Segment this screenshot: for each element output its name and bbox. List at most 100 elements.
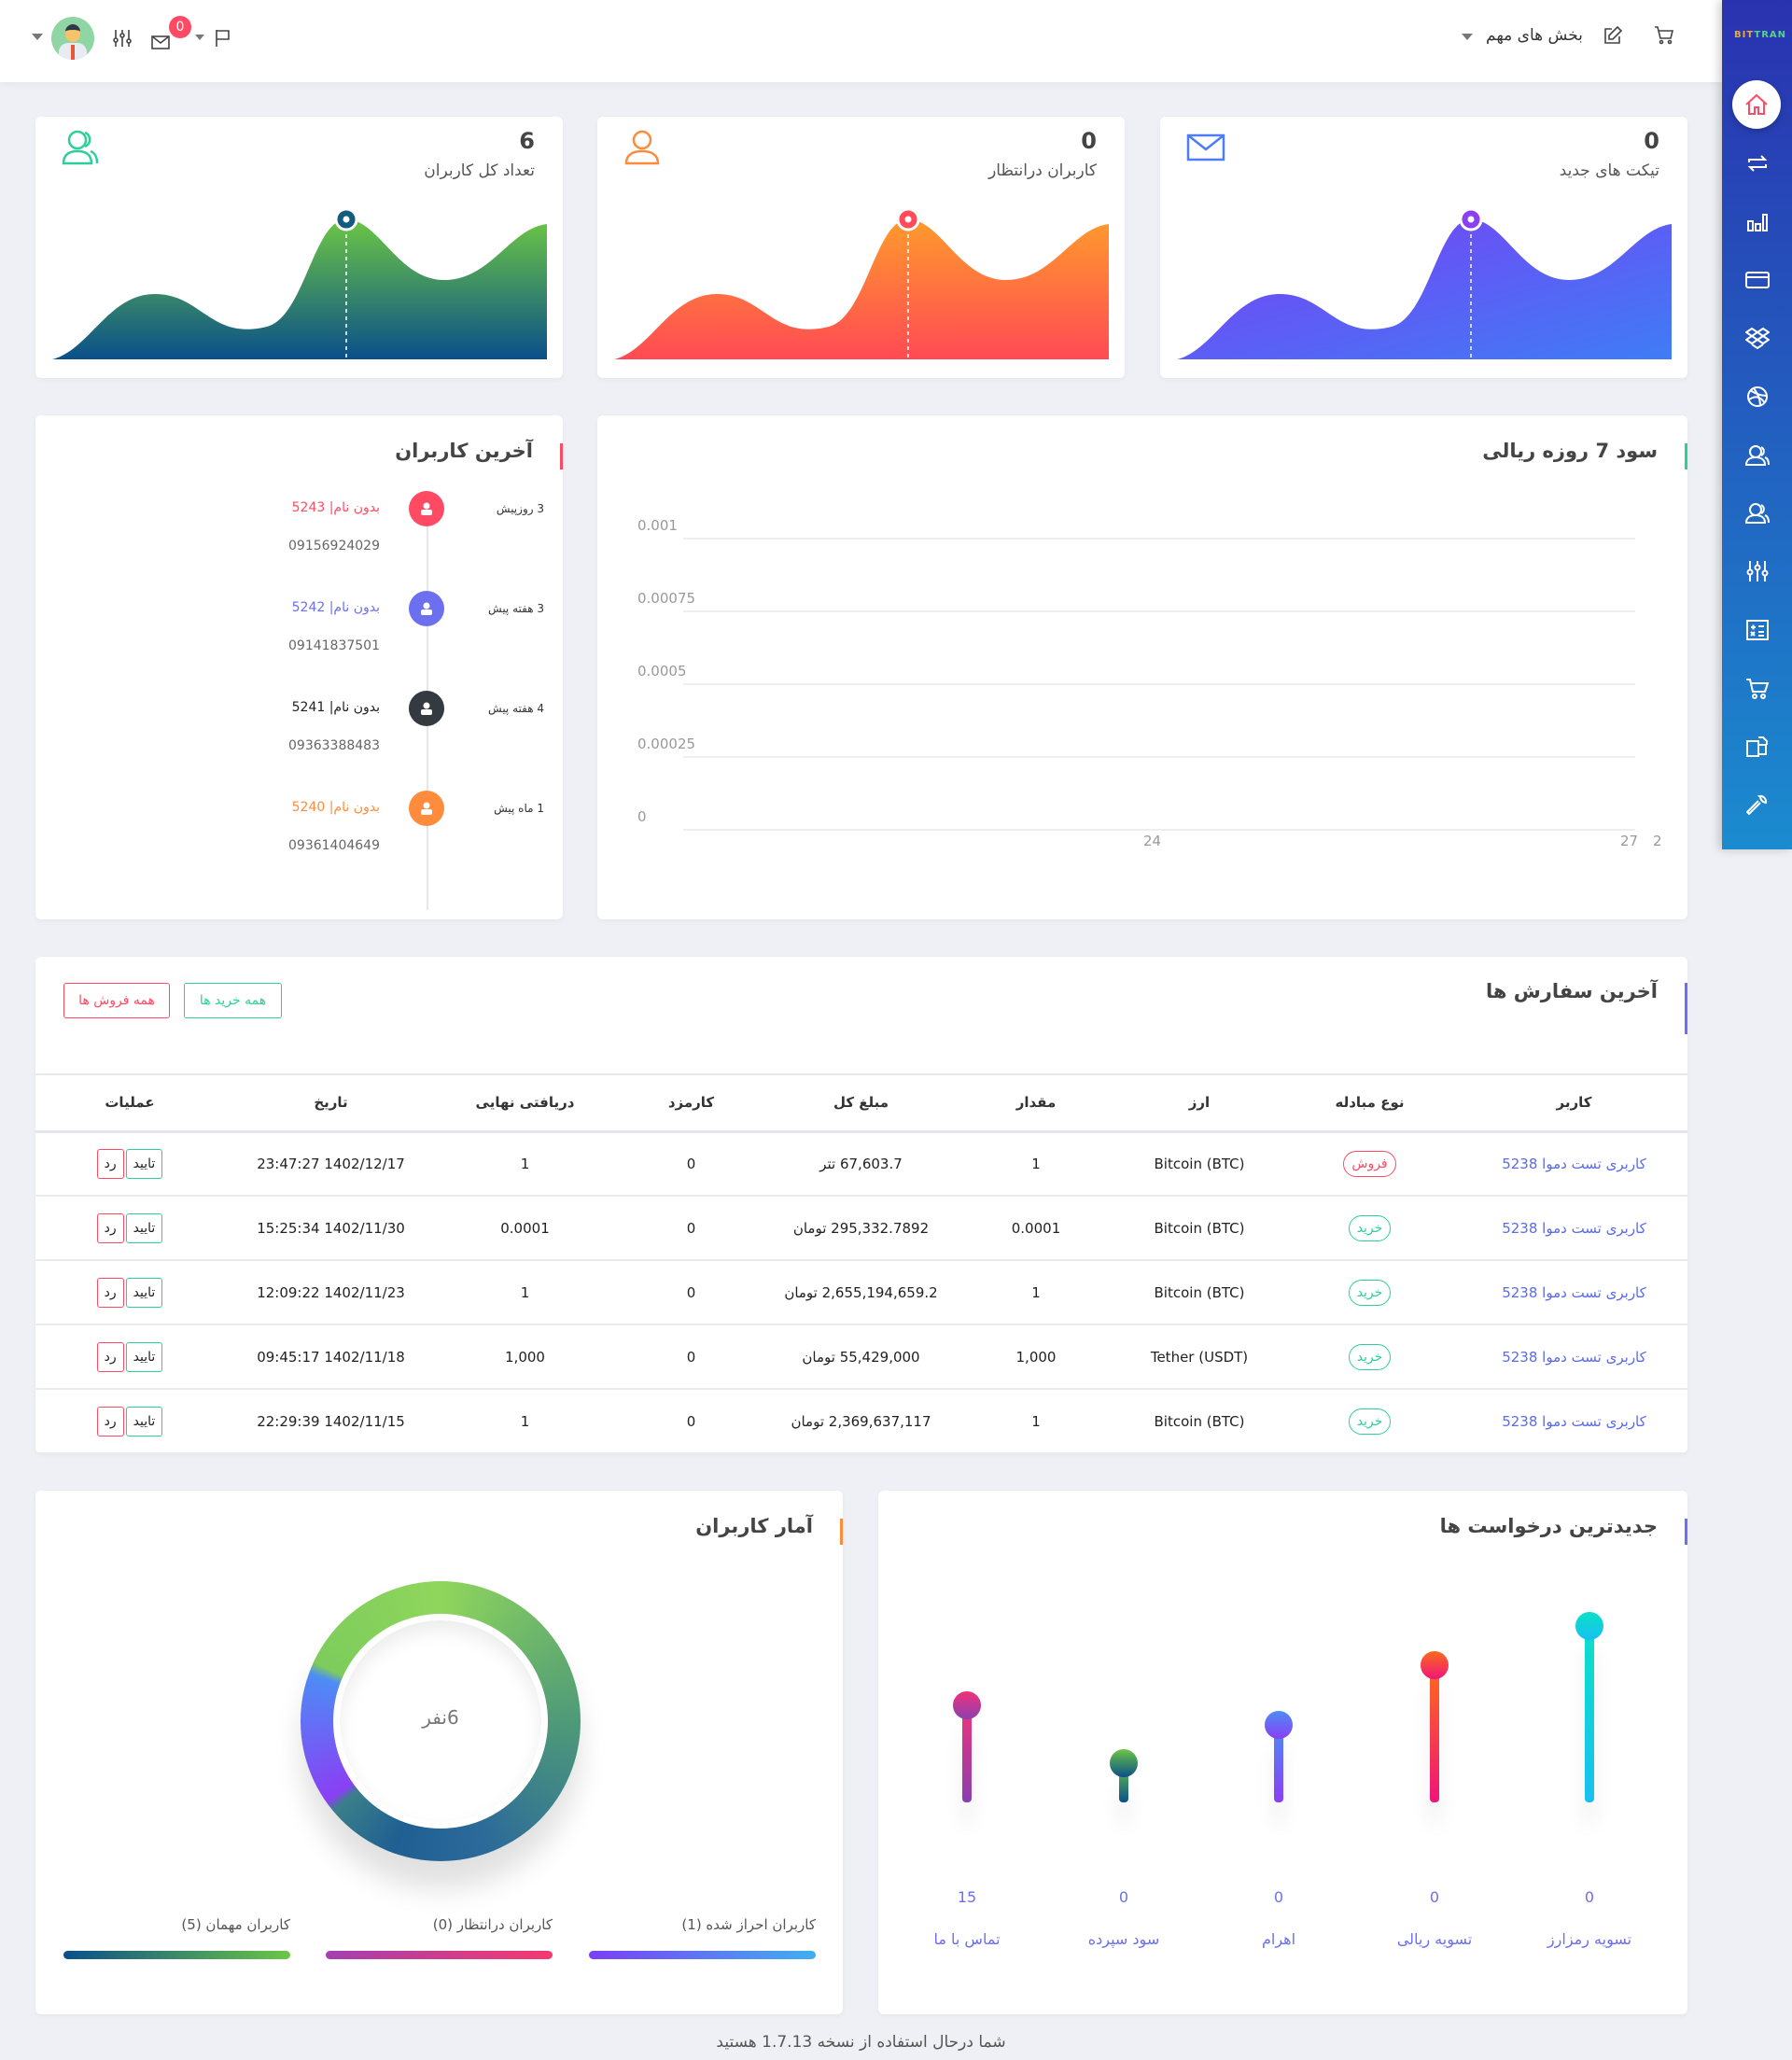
stat-label: تیکت های جدید [1559,161,1659,180]
dropbox-icon [1745,327,1770,349]
request-type-link[interactable]: سود سپرده [1087,1930,1160,1948]
user-link[interactable]: کاربری تست دموا 5238 [1502,1348,1646,1366]
approve-button[interactable]: تایید [125,1406,163,1436]
logo: BITTRAN [1734,30,1787,40]
reject-button[interactable]: رد [96,1277,124,1308]
sidebar-item-tools[interactable] [1739,786,1776,823]
sidebar-item-admins[interactable] [1739,495,1776,532]
currency-cell: Bitcoin (BTC) [1120,1196,1279,1261]
user-link[interactable]: کاربری تست دموا 5238 [1502,1155,1646,1172]
users-donut-chart [301,1581,581,1861]
actions-cell: تایید رد [35,1131,224,1197]
sidebar-item-exchange[interactable] [1739,145,1776,182]
request-bar-marker [1421,1651,1449,1679]
user-icon [421,602,432,615]
request-type-link[interactable]: اهرام [1261,1930,1296,1948]
user-link[interactable]: کاربری تست دموا 5238 [1502,1412,1646,1430]
sidebar-item-cards[interactable] [1739,261,1776,299]
reject-button[interactable]: رد [96,1406,124,1436]
caret-down-icon[interactable] [1462,34,1473,41]
table-header-row: کاربر نوع مبادله ارز مقدار مبلغ کل کارمزد دریا… [35,1073,1687,1133]
user-link[interactable]: کاربری تست دموا 5238 [1502,1283,1646,1301]
all-sells-button[interactable]: همه فروش ها [63,983,170,1018]
caret-down-icon[interactable] [195,35,204,41]
date-value: 1402/11/15 22:29:39 [257,1412,405,1430]
approve-button[interactable]: تایید [125,1277,163,1308]
stat-card-total-users: 6 تعداد کل کاربران [35,117,563,378]
sidebar-item-documents[interactable] [1739,728,1776,765]
type-cell: خرید [1279,1196,1461,1261]
card-title: آمار کاربران [695,1515,813,1537]
sliders-icon[interactable] [112,28,133,49]
reject-button[interactable]: رد [96,1341,124,1372]
sidebar-item-home[interactable] [1732,80,1781,129]
sidebar-item-calculator[interactable] [1739,611,1776,649]
request-bar [1119,1763,1128,1802]
user-phone: 09363388483 [288,738,380,753]
flag-icon[interactable] [215,29,231,48]
legend-verified: کاربران احراز شده (1) [681,1916,816,1933]
approve-button[interactable]: تایید [125,1148,163,1179]
approve-button[interactable]: تایید [125,1212,163,1243]
user-name-link[interactable]: بدون نام| 5241 [291,700,380,715]
x-tick-label: 27 [1620,833,1639,849]
user-cell: کاربری تست دموا 5238 [1461,1389,1687,1454]
final-cell: 1 [438,1260,612,1325]
stat-area-chart [614,207,1109,359]
amount-cell: 1,000 [952,1324,1120,1390]
user-avatar-dot [409,591,444,626]
sliders-icon [1746,561,1769,582]
user-avatar-dot [409,691,444,726]
total-cell: 55,429,000 تومان [770,1324,952,1390]
date-value: 1402/11/18 09:45:17 [257,1348,405,1366]
sidebar-item-orders[interactable] [1739,670,1776,708]
request-type-link[interactable]: تسویه رمزارز [1547,1930,1632,1948]
mail-icon[interactable] [151,35,170,49]
avatar[interactable] [51,17,94,60]
edit-icon[interactable] [1603,26,1622,45]
user-phone: 09156924029 [288,539,380,554]
title-accent [1685,983,1687,1034]
request-count: 0 [1429,1888,1440,1906]
actions: تایید رد [96,1406,163,1436]
chart-gridline [683,829,1635,831]
fee-cell: 0 [612,1389,770,1454]
trade-type-badge: خرید [1348,1408,1392,1435]
cart-icon[interactable] [1654,26,1674,45]
request-type-link[interactable]: تسویه ریالی [1396,1930,1473,1948]
request-bar-marker [953,1691,981,1719]
sidebar: BITTRAN [1722,0,1792,849]
reject-button[interactable]: رد [96,1148,124,1179]
sidebar-item-settings[interactable] [1739,553,1776,590]
user-link[interactable]: کاربری تست دموا 5238 [1502,1219,1646,1237]
y-tick-label: 0.00075 [637,590,696,607]
stat-label: تعداد کل کاربران [424,161,535,180]
user-name-link[interactable]: بدون نام| 5240 [291,800,380,815]
all-buys-button[interactable]: همه خرید ها [184,983,282,1018]
sidebar-item-users[interactable] [1739,437,1776,474]
currency-cell: Tether (USDT) [1120,1324,1279,1390]
stat-card-new-tickets: 0 تیکت های جدید [1160,117,1687,378]
total-cell: 2,369,637,117 تومان [770,1389,952,1454]
request-bar-marker [1110,1749,1138,1777]
approve-button[interactable]: تایید [125,1341,163,1372]
sidebar-item-reports[interactable] [1739,203,1776,241]
request-type-link[interactable]: تماس با ما [933,1930,1001,1948]
user-name-link[interactable]: بدون نام| 5242 [291,600,380,615]
copy-icon [1746,736,1768,757]
legend-bar-verified [589,1951,816,1959]
column-header: کاربر [1461,1073,1687,1133]
caret-down-icon[interactable] [32,34,43,41]
sidebar-item-packages[interactable] [1739,319,1776,357]
sidebar-item-markets[interactable] [1739,378,1776,415]
home-icon [1745,93,1768,115]
date-value: 1402/11/23 12:09:22 [257,1283,405,1301]
type-cell: خرید [1279,1260,1461,1325]
final-cell: 1,000 [438,1324,612,1390]
request-bar-marker [1265,1711,1293,1739]
reject-button[interactable]: رد [96,1212,124,1243]
final-value: 1 [520,1412,530,1430]
important-sections-menu[interactable]: بخش های مهم [1486,26,1583,45]
user-name-link[interactable]: بدون نام| 5243 [291,500,380,515]
donut-center-label: 6نفر [422,1706,459,1729]
